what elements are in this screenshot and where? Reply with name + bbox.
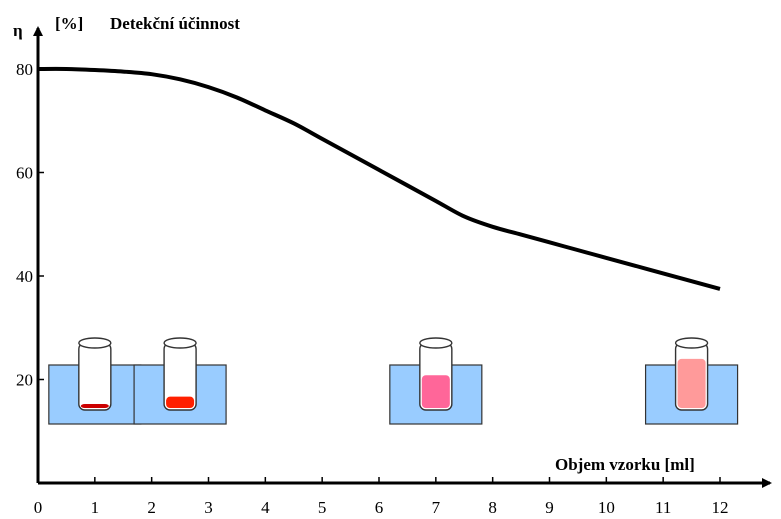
y-tick-label: 80 xyxy=(16,60,33,79)
x-tick-label: 10 xyxy=(598,498,615,517)
x-tick-label: 12 xyxy=(712,498,729,517)
x-tick-label: 3 xyxy=(204,498,213,517)
x-tick-label: 8 xyxy=(488,498,497,517)
y-symbol: η xyxy=(13,21,23,40)
sample-liquid xyxy=(80,404,109,408)
tube-rim xyxy=(419,337,453,349)
x-tick-label: 2 xyxy=(147,498,156,517)
y-unit-label: [%] xyxy=(55,14,83,33)
sample-vial xyxy=(389,337,483,425)
series-line xyxy=(37,66,721,291)
y-tick-label: 20 xyxy=(16,371,33,390)
sample-vial xyxy=(644,337,739,425)
tube-rim xyxy=(163,337,197,349)
y-tick-label: 40 xyxy=(16,267,33,286)
sample-liquid xyxy=(421,375,450,408)
x-tick-label: 11 xyxy=(655,498,671,517)
chart-title: Detekční účinnost xyxy=(110,14,240,33)
sample-liquid xyxy=(677,358,706,408)
x-tick-label: 7 xyxy=(432,498,441,517)
x-tick-label: 1 xyxy=(91,498,100,517)
sample-liquid xyxy=(166,396,195,408)
tube-rim xyxy=(78,337,112,349)
sample-vial xyxy=(48,337,142,425)
x-tick-label: 6 xyxy=(375,498,384,517)
test-tube xyxy=(78,342,112,411)
sample-vial xyxy=(133,337,227,425)
x-tick-label: 9 xyxy=(545,498,554,517)
x-tick-label: 4 xyxy=(261,498,270,517)
y-tick-label: 60 xyxy=(16,164,33,183)
x-tick-label: 5 xyxy=(318,498,327,517)
x-tick-label: 0 xyxy=(34,498,43,517)
x-axis-label: Objem vzorku [ml] xyxy=(555,455,695,474)
tube-rim xyxy=(674,337,709,349)
